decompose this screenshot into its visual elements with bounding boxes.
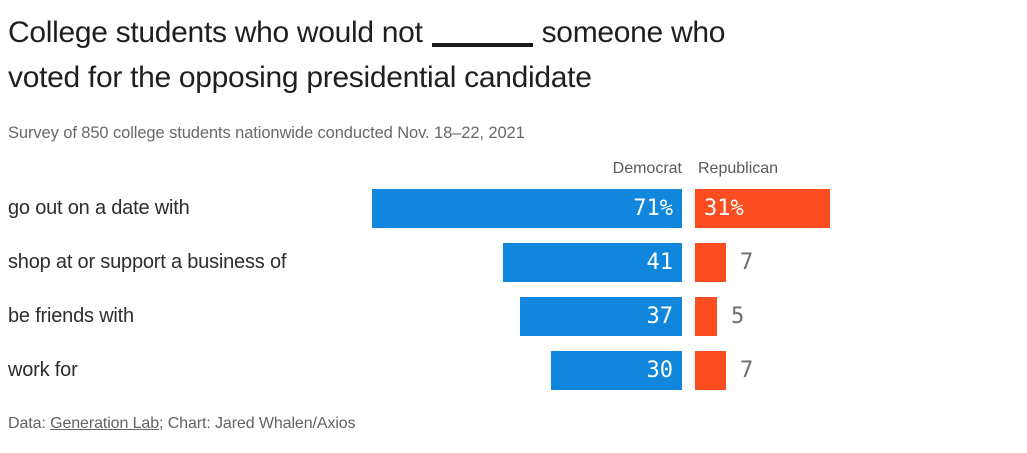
democrat-bar-track: 30 xyxy=(0,351,682,390)
republican-value-label: 5 xyxy=(731,304,745,329)
republican-bar xyxy=(695,297,717,336)
source-prefix: Data: xyxy=(8,415,51,432)
category-label: work for xyxy=(8,359,78,381)
republican-bar xyxy=(695,351,726,390)
category-label: shop at or support a business of xyxy=(8,251,287,273)
source-link[interactable]: Generation Lab xyxy=(50,415,159,432)
democrat-bar: 71% xyxy=(372,189,682,228)
category-label: go out on a date with xyxy=(8,197,190,219)
bar-row: work for 30 7 xyxy=(0,351,1027,390)
title-line2: voted for the opposing presidential cand… xyxy=(8,61,592,94)
democrat-bar-track: 71% xyxy=(0,189,682,228)
democrat-value-label: 37 xyxy=(646,304,674,329)
blank-underline xyxy=(431,43,533,47)
title-before-blank: College students who would not xyxy=(8,16,423,49)
chart-subtitle: Survey of 850 college students nationwid… xyxy=(8,124,525,142)
category-label: be friends with xyxy=(8,305,134,327)
republican-value-label: 31% xyxy=(704,196,744,221)
democrat-bar-track: 37 xyxy=(0,297,682,336)
bar-row: be friends with 37 5 xyxy=(0,297,1027,336)
bar-row: go out on a date with 71% 31% xyxy=(0,189,1027,228)
column-header-republican: Republican xyxy=(698,160,779,177)
democrat-value-label: 41 xyxy=(646,250,674,275)
column-header-democrat: Democrat xyxy=(612,160,682,177)
democrat-bar: 30 xyxy=(551,351,682,390)
democrat-value-label: 71% xyxy=(633,196,673,221)
chart-title: College students who would not someone wh… xyxy=(8,10,988,100)
democrat-bar: 37 xyxy=(520,297,682,336)
republican-value-label: 7 xyxy=(740,358,754,383)
democrat-bar: 41 xyxy=(503,243,682,282)
republican-value-label: 7 xyxy=(740,250,754,275)
republican-bar: 31% xyxy=(695,189,830,228)
source-suffix: ; Chart: Jared Whalen/Axios xyxy=(159,415,356,432)
democrat-value-label: 30 xyxy=(646,358,674,383)
republican-bar xyxy=(695,243,726,282)
democrat-bar-track: 41 xyxy=(0,243,682,282)
bar-row: shop at or support a business of 41 7 xyxy=(0,243,1027,282)
source-credit: Data: Generation Lab; Chart: Jared Whale… xyxy=(8,415,356,433)
title-after-blank: someone who xyxy=(541,16,726,49)
